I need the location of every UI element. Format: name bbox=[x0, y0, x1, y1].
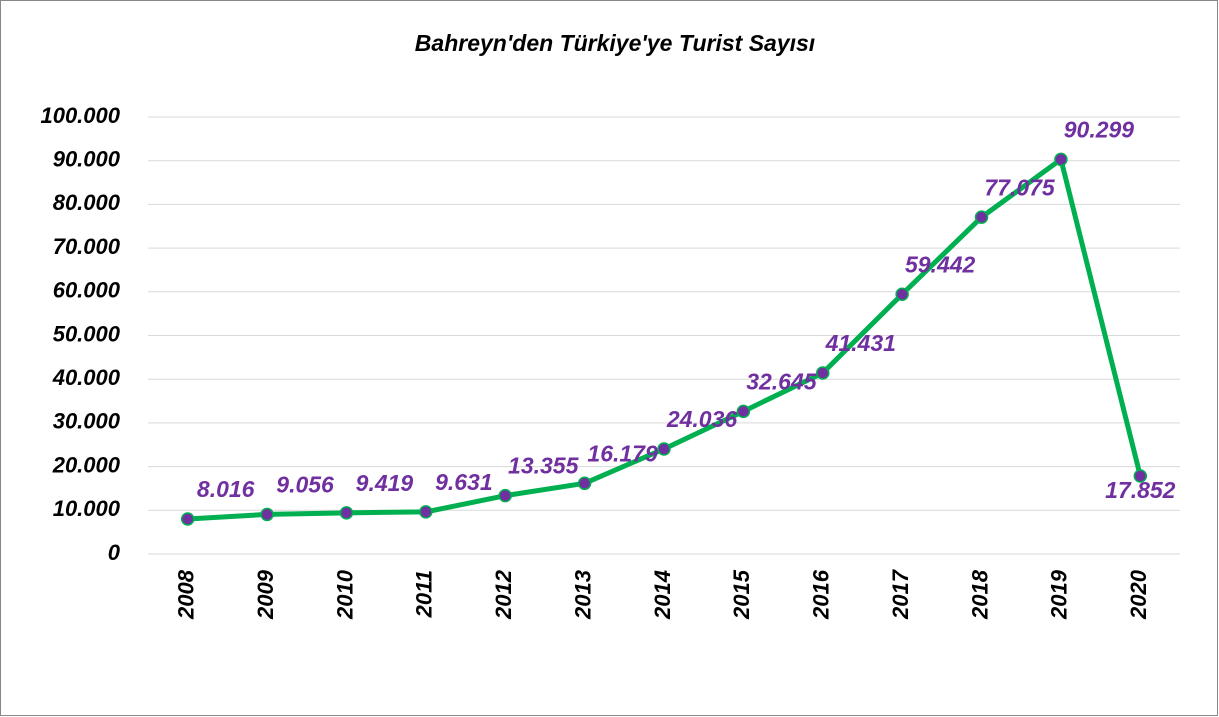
x-tick-label: 2012 bbox=[491, 569, 516, 620]
x-tick-label: 2017 bbox=[888, 568, 913, 620]
y-tick-label: 40.000 bbox=[52, 365, 121, 390]
y-tick-label: 70.000 bbox=[53, 234, 121, 259]
data-label: 16.179 bbox=[587, 440, 658, 466]
marker bbox=[419, 505, 433, 519]
x-tick-label: 2008 bbox=[174, 569, 199, 620]
marker bbox=[180, 512, 195, 526]
x-tick-label: 2014 bbox=[650, 570, 675, 620]
marker bbox=[895, 287, 909, 301]
marker bbox=[1054, 152, 1068, 167]
marker bbox=[260, 507, 274, 522]
data-label: 17.852 bbox=[1105, 477, 1176, 503]
y-tick-label: 30.000 bbox=[53, 409, 121, 434]
marker bbox=[974, 210, 989, 224]
y-tick-label: 50.000 bbox=[53, 321, 121, 346]
marker bbox=[498, 488, 512, 503]
marker bbox=[577, 476, 592, 491]
data-label: 90.299 bbox=[1064, 116, 1135, 142]
y-tick-label: 100.000 bbox=[40, 103, 120, 128]
y-tick-label: 20.000 bbox=[52, 452, 121, 477]
data-label: 24.036 bbox=[666, 406, 738, 432]
data-label: 77.075 bbox=[984, 174, 1056, 200]
marker bbox=[657, 442, 671, 456]
data-label: 9.419 bbox=[356, 470, 414, 496]
data-label: 9.631 bbox=[435, 469, 493, 495]
data-label: 8.016 bbox=[197, 476, 255, 502]
x-tick-label: 2010 bbox=[332, 569, 357, 620]
x-tick-label: 2016 bbox=[809, 569, 834, 620]
x-tick-label: 2009 bbox=[253, 569, 278, 620]
y-tick-label: 80.000 bbox=[53, 190, 121, 215]
x-tick-label: 2020 bbox=[1126, 569, 1151, 620]
x-tick-label: 2018 bbox=[967, 569, 992, 620]
data-label: 13.355 bbox=[508, 453, 580, 479]
marker bbox=[816, 366, 830, 380]
chart-title: Bahreyn'den Türkiye'ye Turist Sayısı bbox=[415, 30, 815, 56]
data-label: 59.442 bbox=[905, 251, 976, 277]
marker bbox=[1133, 469, 1148, 483]
y-tick-label: 0 bbox=[108, 540, 121, 565]
data-label: 32.645 bbox=[746, 368, 818, 394]
data-label: 41.431 bbox=[825, 330, 896, 356]
marker bbox=[736, 404, 751, 419]
marker bbox=[339, 506, 354, 520]
y-tick-label: 60.000 bbox=[53, 278, 121, 303]
x-tick-label: 2013 bbox=[570, 570, 595, 620]
data-label: 9.056 bbox=[276, 472, 334, 498]
x-tick-label: 2015 bbox=[729, 569, 754, 620]
y-tick-label: 10.000 bbox=[53, 496, 121, 521]
x-tick-label: 2019 bbox=[1047, 569, 1072, 620]
x-tick-label: 2011 bbox=[412, 570, 437, 618]
y-tick-label: 90.000 bbox=[53, 147, 121, 172]
